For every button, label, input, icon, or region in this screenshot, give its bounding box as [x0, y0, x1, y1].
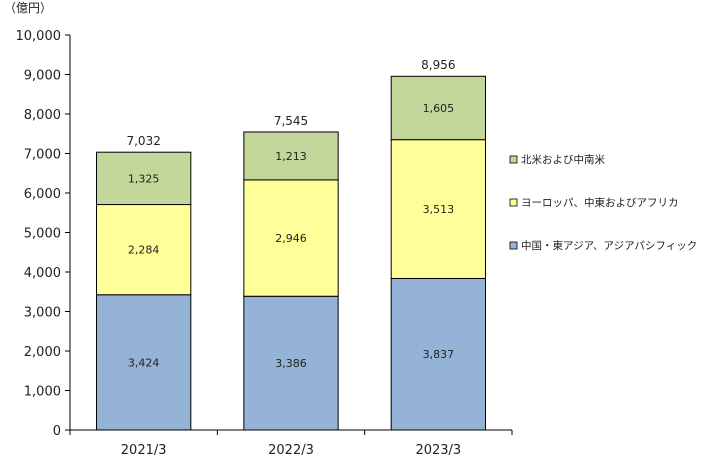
bar-segment-value-label: 1,213: [275, 150, 307, 163]
y-tick-label: 10,000: [16, 29, 62, 44]
legend-swatch: [509, 198, 518, 207]
bar-total-label: 8,956: [421, 58, 455, 72]
bar-total-label: 7,032: [126, 134, 160, 148]
bar-segment: [96, 204, 192, 296]
legend-label: 中国・東アジア、アジアパシフィック: [521, 239, 697, 252]
y-tick-label: 2,000: [24, 345, 61, 360]
y-tick-label: 0: [53, 424, 61, 439]
bar-total-label: 7,545: [274, 114, 308, 128]
x-tick-label: 2021/3: [121, 443, 167, 458]
bar-segment: [243, 131, 339, 181]
bar-segment-value-label: 3,386: [275, 357, 307, 370]
y-tick-label: 8,000: [24, 108, 61, 123]
legend-label: ヨーロッパ、中東およびアフリカ: [521, 196, 679, 209]
bar-segment: [390, 139, 486, 279]
y-tick-label: 6,000: [24, 187, 61, 202]
bar-segment-value-label: 2,284: [128, 244, 160, 257]
x-tick-label: 2023/3: [415, 443, 461, 458]
x-tick-label: 2022/3: [268, 443, 314, 458]
axes: 0 1,000 2,000 3,000 4,000 5,000 6,000 7,000 8,00…: [16, 29, 513, 458]
y-axis-unit-label: （億円）: [4, 1, 52, 15]
bar-segment-value-label: 1,605: [423, 102, 455, 115]
bar-segment: [96, 151, 192, 206]
bar-segment-value-label: 3,837: [423, 348, 455, 361]
y-tick-label: 4,000: [24, 266, 61, 281]
bar-segment: [390, 75, 486, 141]
bar-segment-value-label: 3,424: [128, 356, 160, 369]
bar-segment-value-label: 3,513: [423, 203, 455, 216]
y-tick-label: 1,000: [24, 385, 61, 400]
bar-segment: [243, 295, 339, 431]
y-tick-label: 9,000: [24, 69, 61, 84]
bar-segment: [96, 294, 192, 431]
bar-segment-value-label: 1,325: [128, 172, 160, 185]
y-tick-label: 3,000: [24, 306, 61, 321]
legend-label: 北米および中南米: [521, 153, 605, 166]
y-tick-label: 5,000: [24, 227, 61, 242]
y-tick-label: 7,000: [24, 148, 61, 163]
legend-swatch: [509, 241, 518, 250]
bar-segment-value-label: 2,946: [275, 232, 307, 245]
bar-segment: [390, 277, 486, 431]
legend-swatch: [509, 155, 518, 164]
bars: 3,424 2,284 1,325 7,032 3,386 2,946 1,213 7,545…: [96, 58, 486, 431]
